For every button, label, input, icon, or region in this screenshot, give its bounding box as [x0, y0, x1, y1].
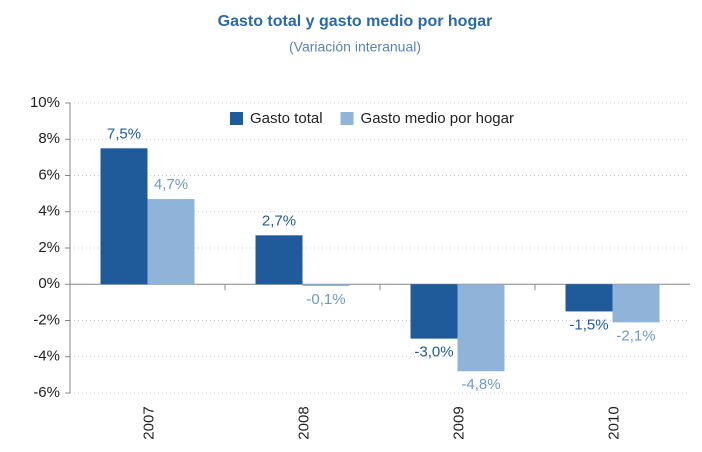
bar [100, 148, 148, 285]
bar [565, 284, 613, 312]
value-label: 4,7% [154, 176, 188, 193]
value-label: -3,0% [414, 344, 453, 361]
x-tick-label: 2009 [450, 406, 467, 439]
value-label: -4,8% [461, 376, 500, 393]
y-tick-label: 0% [38, 275, 60, 292]
bar [302, 284, 350, 287]
bar [612, 284, 660, 323]
value-label: -2,1% [616, 327, 655, 344]
y-tick-label: 2% [38, 239, 60, 256]
y-tick-label: -4% [33, 348, 60, 365]
y-tick-label: -2% [33, 311, 60, 328]
y-tick-label: 10% [30, 94, 60, 111]
y-tick-label: -6% [33, 384, 60, 401]
bar [147, 199, 195, 285]
y-tick-label: 6% [38, 166, 60, 183]
legend-label: Gasto total [250, 110, 323, 127]
legend-swatch [230, 112, 243, 125]
bar [410, 284, 458, 339]
legend-swatch [340, 112, 354, 125]
x-tick-label: 2007 [140, 406, 157, 439]
value-label: 2,7% [262, 212, 296, 229]
legend-label: Gasto medio por hogar [361, 110, 514, 127]
chart-subtitle: (Variación interanual) [289, 39, 421, 55]
x-tick-label: 2010 [605, 406, 622, 439]
bar [457, 284, 505, 372]
value-label: 7,5% [107, 125, 141, 142]
bar [255, 235, 303, 285]
value-label: -1,5% [569, 316, 608, 333]
chart-title: Gasto total y gasto medio por hogar [218, 13, 493, 30]
value-label: -0,1% [306, 291, 345, 308]
x-tick-label: 2008 [295, 406, 312, 439]
y-tick-label: 4% [38, 203, 60, 220]
y-tick-label: 8% [38, 130, 60, 147]
